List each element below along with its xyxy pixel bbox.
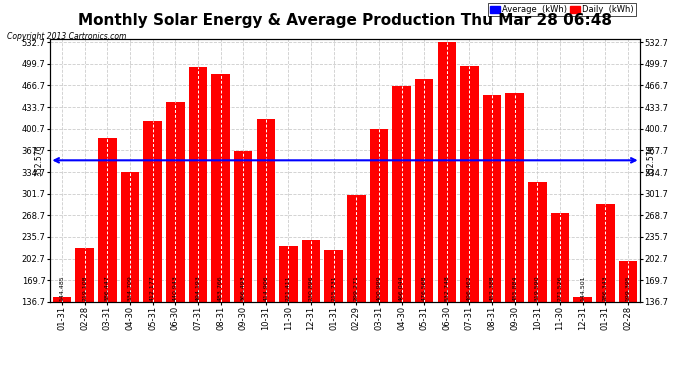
Bar bbox=[211, 74, 230, 375]
Bar bbox=[257, 120, 275, 375]
Bar bbox=[53, 297, 71, 375]
Legend: Average  (kWh), Daily  (kWh): Average (kWh), Daily (kWh) bbox=[488, 3, 636, 16]
Text: 219.108: 219.108 bbox=[82, 276, 87, 301]
Bar bbox=[551, 213, 569, 375]
Text: 455.884: 455.884 bbox=[512, 276, 518, 301]
Bar bbox=[596, 204, 615, 375]
Text: 299.271: 299.271 bbox=[354, 275, 359, 301]
Text: 366.493: 366.493 bbox=[241, 276, 246, 301]
Text: 532.748: 532.748 bbox=[444, 276, 449, 301]
Bar bbox=[573, 297, 592, 375]
Text: 221.411: 221.411 bbox=[286, 276, 291, 301]
Bar bbox=[506, 93, 524, 375]
Bar bbox=[121, 172, 139, 375]
Text: 215.731: 215.731 bbox=[331, 276, 336, 301]
Bar bbox=[234, 151, 253, 375]
Text: 271.526: 271.526 bbox=[558, 276, 562, 301]
Bar bbox=[98, 138, 117, 375]
Text: Monthly Solar Energy & Average Production Thu Mar 28 06:48: Monthly Solar Energy & Average Productio… bbox=[78, 13, 612, 28]
Text: 414.906: 414.906 bbox=[264, 276, 268, 301]
Text: 352.576: 352.576 bbox=[34, 145, 43, 176]
Bar bbox=[528, 182, 546, 375]
Text: 494.193: 494.193 bbox=[195, 275, 200, 301]
Bar bbox=[144, 121, 162, 375]
Text: 386.447: 386.447 bbox=[105, 276, 110, 301]
Text: 496.462: 496.462 bbox=[467, 276, 472, 301]
Text: 144.485: 144.485 bbox=[59, 276, 65, 301]
Text: 476.568: 476.568 bbox=[422, 276, 426, 301]
Bar bbox=[393, 86, 411, 375]
Text: 286.343: 286.343 bbox=[603, 276, 608, 301]
Text: 319.590: 319.590 bbox=[535, 276, 540, 301]
Bar bbox=[415, 79, 433, 375]
Text: 412.177: 412.177 bbox=[150, 276, 155, 301]
Bar bbox=[279, 246, 297, 375]
Text: 483.766: 483.766 bbox=[218, 276, 223, 301]
Text: 466.044: 466.044 bbox=[399, 276, 404, 301]
Bar bbox=[75, 248, 94, 375]
Bar bbox=[619, 261, 637, 375]
Bar bbox=[370, 129, 388, 375]
Text: 452.388: 452.388 bbox=[490, 276, 495, 301]
Bar bbox=[483, 95, 502, 375]
Text: 334.709: 334.709 bbox=[128, 275, 132, 301]
Text: 144.501: 144.501 bbox=[580, 276, 585, 301]
Bar bbox=[166, 102, 184, 375]
Text: 199.395: 199.395 bbox=[625, 276, 631, 301]
Bar bbox=[188, 68, 207, 375]
Text: Copyright 2013 Cartronics.com: Copyright 2013 Cartronics.com bbox=[7, 32, 126, 41]
Text: 400.999: 400.999 bbox=[377, 276, 382, 301]
Bar bbox=[302, 240, 320, 375]
Text: 352.576: 352.576 bbox=[647, 145, 656, 176]
Bar bbox=[460, 66, 479, 375]
Bar bbox=[437, 42, 456, 375]
Text: 230.896: 230.896 bbox=[308, 276, 313, 301]
Bar bbox=[324, 250, 343, 375]
Bar bbox=[347, 195, 366, 375]
Text: 440.943: 440.943 bbox=[172, 275, 178, 301]
